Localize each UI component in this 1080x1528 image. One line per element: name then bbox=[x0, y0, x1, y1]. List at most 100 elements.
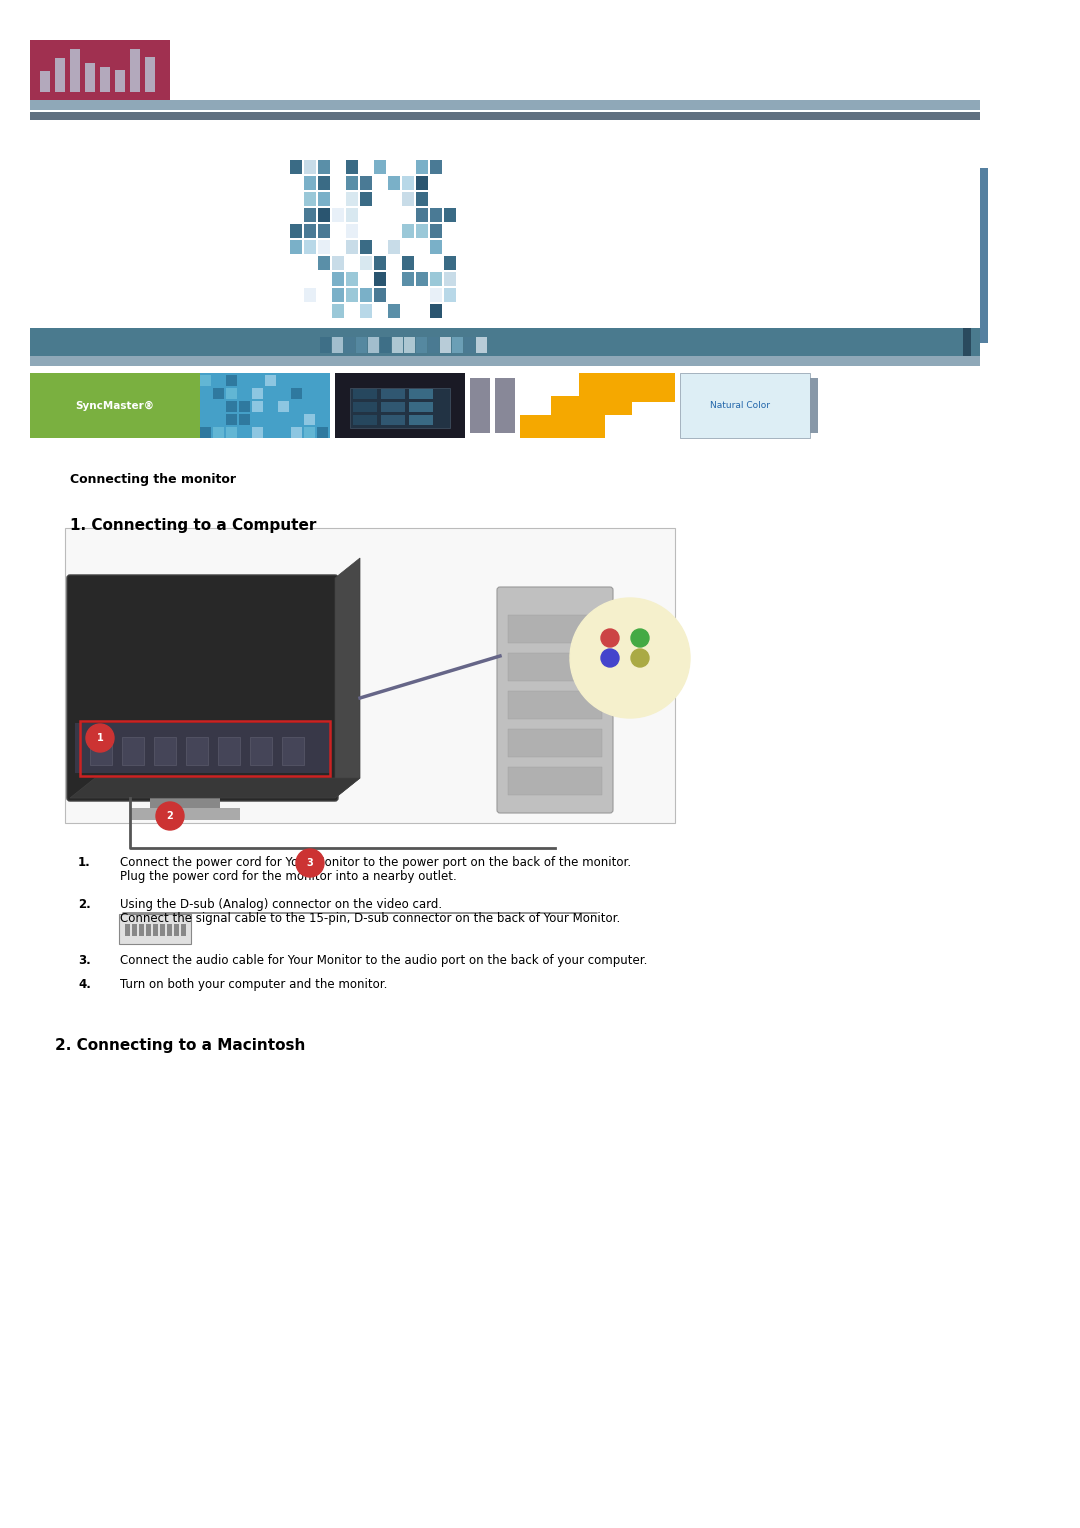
Text: Plug the power cord for the monitor into a nearby outlet.: Plug the power cord for the monitor into… bbox=[120, 869, 457, 883]
Bar bbox=[30, 373, 200, 439]
Bar bbox=[160, 924, 165, 937]
Polygon shape bbox=[335, 558, 360, 798]
Bar bbox=[318, 225, 330, 238]
Bar bbox=[318, 240, 330, 254]
Bar bbox=[519, 396, 551, 416]
Bar bbox=[239, 414, 249, 425]
Bar bbox=[318, 426, 328, 439]
Bar bbox=[75, 723, 330, 773]
Bar bbox=[605, 416, 675, 439]
Text: 2: 2 bbox=[166, 811, 174, 821]
Bar bbox=[346, 240, 357, 254]
Bar bbox=[428, 338, 438, 353]
Bar bbox=[356, 338, 367, 353]
Bar bbox=[508, 652, 602, 681]
Bar bbox=[430, 225, 442, 238]
Bar bbox=[409, 416, 433, 425]
Bar bbox=[167, 924, 172, 937]
Bar bbox=[218, 736, 240, 766]
Bar bbox=[252, 400, 264, 413]
Bar bbox=[444, 257, 456, 270]
Bar bbox=[303, 225, 316, 238]
Bar bbox=[318, 414, 328, 425]
Bar bbox=[318, 193, 330, 206]
Bar bbox=[508, 614, 602, 643]
Bar bbox=[226, 426, 237, 439]
Bar bbox=[80, 721, 330, 776]
Bar bbox=[346, 225, 357, 238]
Bar bbox=[213, 374, 224, 387]
Bar bbox=[430, 240, 442, 254]
Bar bbox=[495, 377, 515, 432]
Text: Connect the signal cable to the 15-pin, D-sub connector on the back of Your Moni: Connect the signal cable to the 15-pin, … bbox=[120, 912, 620, 924]
Bar bbox=[402, 257, 414, 270]
Bar bbox=[174, 924, 179, 937]
Text: 2. Connecting to a Macintosh: 2. Connecting to a Macintosh bbox=[55, 1038, 306, 1053]
Bar bbox=[508, 691, 602, 720]
Bar bbox=[374, 287, 386, 303]
Bar bbox=[392, 338, 403, 353]
Bar bbox=[114, 70, 125, 92]
Bar bbox=[282, 736, 303, 766]
Bar bbox=[291, 388, 302, 399]
Bar bbox=[381, 416, 405, 425]
Bar bbox=[122, 736, 144, 766]
FancyBboxPatch shape bbox=[119, 914, 191, 944]
Bar bbox=[374, 257, 386, 270]
Bar bbox=[353, 402, 377, 413]
Bar bbox=[226, 374, 237, 387]
Bar bbox=[353, 416, 377, 425]
Bar bbox=[332, 208, 345, 222]
Bar bbox=[153, 924, 158, 937]
Text: 3: 3 bbox=[307, 859, 313, 868]
Bar bbox=[360, 240, 372, 254]
Bar bbox=[130, 808, 240, 821]
Bar bbox=[519, 373, 579, 396]
Bar bbox=[30, 356, 980, 367]
Bar bbox=[145, 57, 156, 92]
Bar bbox=[200, 426, 211, 439]
Bar bbox=[346, 176, 357, 189]
Bar bbox=[360, 287, 372, 303]
Bar bbox=[200, 373, 330, 439]
Bar bbox=[476, 338, 487, 353]
Bar bbox=[30, 329, 980, 356]
Bar bbox=[346, 287, 357, 303]
Bar bbox=[440, 338, 451, 353]
Bar bbox=[519, 373, 675, 439]
Circle shape bbox=[600, 630, 619, 646]
Bar bbox=[139, 924, 144, 937]
Text: Turn on both your computer and the monitor.: Turn on both your computer and the monit… bbox=[120, 978, 388, 992]
Bar bbox=[345, 338, 355, 353]
Bar bbox=[70, 49, 80, 92]
Bar bbox=[332, 272, 345, 286]
Text: 3.: 3. bbox=[78, 953, 91, 967]
Bar bbox=[368, 338, 379, 353]
Bar bbox=[632, 402, 675, 439]
Bar bbox=[291, 160, 302, 174]
Bar bbox=[353, 390, 377, 399]
Bar bbox=[444, 272, 456, 286]
Bar bbox=[265, 374, 276, 387]
Bar bbox=[453, 338, 463, 353]
Bar bbox=[416, 225, 428, 238]
Circle shape bbox=[631, 630, 649, 646]
Bar bbox=[303, 240, 316, 254]
Bar bbox=[303, 193, 316, 206]
Text: Connect the audio cable for Your Monitor to the audio port on the back of your c: Connect the audio cable for Your Monitor… bbox=[120, 953, 647, 967]
Bar bbox=[318, 257, 330, 270]
Bar bbox=[374, 272, 386, 286]
Bar bbox=[291, 240, 302, 254]
Bar bbox=[430, 287, 442, 303]
Text: 1.: 1. bbox=[78, 856, 91, 869]
Bar bbox=[213, 388, 224, 399]
Bar bbox=[409, 402, 433, 413]
Bar bbox=[416, 193, 428, 206]
Bar bbox=[380, 338, 391, 353]
Text: SyncMaster®: SyncMaster® bbox=[76, 400, 154, 411]
Bar bbox=[332, 304, 345, 318]
Bar bbox=[346, 160, 357, 174]
Bar bbox=[303, 287, 316, 303]
Circle shape bbox=[156, 802, 184, 830]
Bar bbox=[444, 287, 456, 303]
